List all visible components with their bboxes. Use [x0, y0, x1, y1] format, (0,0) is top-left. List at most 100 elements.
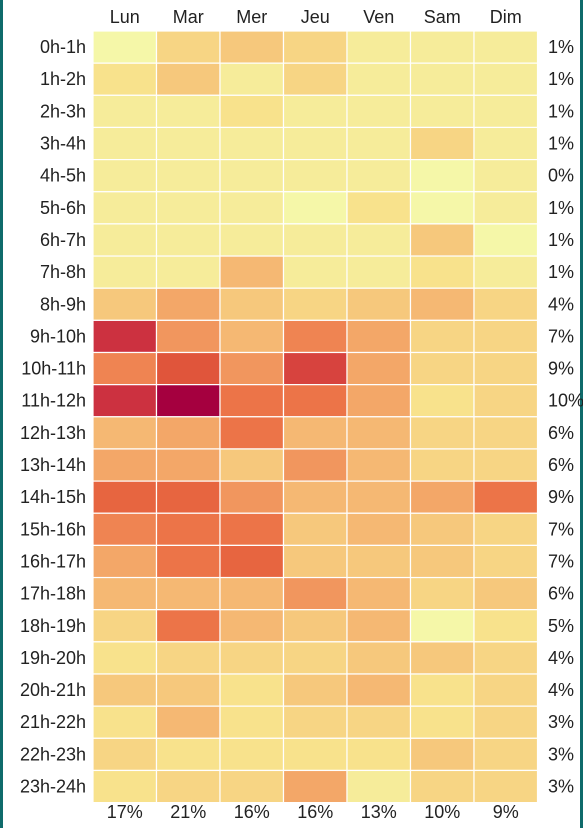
- heatmap-cell: [473, 126, 539, 161]
- heatmap-cell: [92, 126, 158, 161]
- heatmap-cell: [92, 384, 158, 418]
- heatmap-cell: [409, 512, 475, 547]
- heatmap-cell: [346, 769, 412, 804]
- heatmap-cell: [473, 416, 539, 450]
- row-total: 5%: [548, 616, 574, 636]
- heatmap-cell: [346, 159, 412, 193]
- heatmap-cell: [219, 705, 285, 739]
- row-label: 14h-15h: [20, 487, 86, 507]
- row-total: 9%: [548, 359, 574, 379]
- heatmap-cell: [409, 94, 475, 129]
- heatmap-cell: [409, 30, 475, 64]
- heatmap-cell: [409, 191, 475, 225]
- heatmap-cell: [219, 416, 285, 450]
- row-total: 10%: [548, 391, 583, 411]
- heatmap-cell: [473, 191, 539, 225]
- heatmap-cell: [219, 769, 285, 804]
- row-total: 4%: [548, 648, 574, 668]
- heatmap-cell: [155, 191, 221, 225]
- column-total: 16%: [297, 802, 333, 822]
- row-label: 6h-7h: [40, 230, 86, 250]
- column-label: Dim: [490, 7, 522, 27]
- heatmap-cell: [219, 62, 285, 96]
- heatmap-cell: [346, 384, 412, 418]
- heatmap-cell: [473, 609, 539, 643]
- heatmap-cell: [473, 30, 539, 64]
- heatmap-cell: [282, 94, 348, 129]
- row-label: 2h-3h: [40, 101, 86, 121]
- column-label: Lun: [110, 7, 140, 27]
- column-total: 17%: [107, 802, 143, 822]
- heatmap-cell: [473, 480, 539, 514]
- heatmap-cell: [155, 609, 221, 643]
- heatmap-cell: [473, 159, 539, 193]
- heatmap-cell: [155, 416, 221, 450]
- row-label: 21h-22h: [20, 712, 86, 732]
- heatmap-cell: [155, 30, 221, 64]
- row-total: 1%: [548, 69, 574, 89]
- heatmap-cell: [92, 544, 158, 579]
- heatmap-cell: [282, 673, 348, 707]
- heatmap-cell: [92, 769, 158, 804]
- heatmap-cell: [346, 448, 412, 482]
- heatmap-cell: [473, 319, 539, 354]
- heatmap-cell: [346, 512, 412, 547]
- row-label: 8h-9h: [40, 294, 86, 314]
- row-total: 1%: [548, 101, 574, 121]
- row-total: 3%: [548, 777, 574, 797]
- heatmap-cell: [155, 384, 221, 418]
- heatmap-cell: [473, 223, 539, 257]
- row-label: 23h-24h: [20, 777, 86, 797]
- heatmap-cell: [409, 737, 475, 772]
- column-labels: Lun Mar Mer Jeu Ven Sam Dim: [110, 7, 522, 27]
- right-frame-border: [580, 0, 583, 828]
- heatmap-cell: [282, 480, 348, 514]
- heatmap-cell: [155, 480, 221, 514]
- heatmap-cell: [92, 94, 158, 129]
- heatmap-cell: [92, 480, 158, 514]
- column-label: Mer: [236, 7, 267, 27]
- heatmap-cell: [346, 737, 412, 772]
- column-total: 21%: [170, 802, 206, 822]
- heatmap-cell: [409, 544, 475, 579]
- heatmap-cell: [346, 126, 412, 161]
- heatmap-cell: [473, 94, 539, 129]
- heatmap-cell: [92, 319, 158, 354]
- row-label: 5h-6h: [40, 198, 86, 218]
- heatmap-cell: [473, 512, 539, 547]
- row-label: 20h-21h: [20, 680, 86, 700]
- heatmap-cell: [282, 287, 348, 321]
- heatmap-cell: [282, 512, 348, 547]
- heatmap-cell: [282, 609, 348, 643]
- heatmap-cell: [155, 159, 221, 193]
- heatmap-cell: [219, 223, 285, 257]
- heatmap-cell: [409, 255, 475, 289]
- heatmap-cell: [409, 287, 475, 321]
- left-frame-border: [0, 0, 3, 828]
- heatmap-cell: [219, 191, 285, 225]
- heatmap-cell: [409, 223, 475, 257]
- heatmap-cell: [346, 94, 412, 129]
- heatmap-cell: [92, 191, 158, 225]
- heatmap-cell: [155, 544, 221, 579]
- heatmap-cell: [92, 255, 158, 289]
- heatmap-cell: [282, 319, 348, 354]
- heatmap-cell: [473, 62, 539, 96]
- row-total: 6%: [548, 423, 574, 443]
- column-total: 10%: [424, 802, 460, 822]
- row-label: 12h-13h: [20, 423, 86, 443]
- heatmap-cell: [155, 223, 221, 257]
- heatmap-cell: [473, 705, 539, 739]
- heatmap-cell: [219, 126, 285, 161]
- row-total: 3%: [548, 712, 574, 732]
- column-totals: 17% 21% 16% 16% 13% 10% 9%: [107, 802, 519, 822]
- heatmap-cell: [92, 673, 158, 707]
- heatmap-cell: [409, 769, 475, 804]
- heatmap-cell: [409, 448, 475, 482]
- heatmap-cell: [282, 769, 348, 804]
- row-total: 6%: [548, 455, 574, 475]
- column-label: Mar: [173, 7, 204, 27]
- heatmap-cell: [219, 159, 285, 193]
- heatmap-cell: [282, 255, 348, 289]
- heatmap-cell: [282, 384, 348, 418]
